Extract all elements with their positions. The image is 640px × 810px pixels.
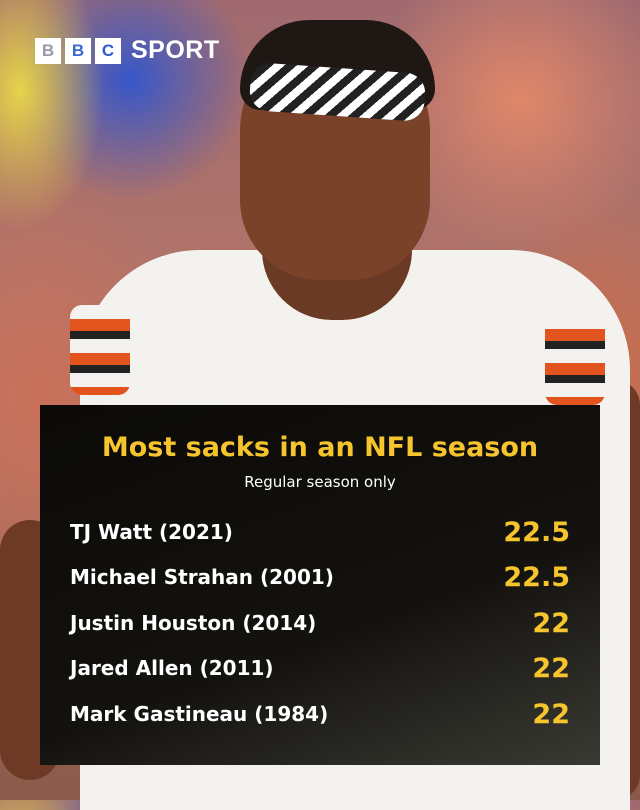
sacks-value: 22.5 — [503, 561, 570, 593]
sacks-value: 22.5 — [503, 516, 570, 548]
jersey-sleeve-stripes — [70, 305, 130, 395]
table-row: Jared Allen (2011) 22 — [70, 648, 570, 688]
panel-title: Most sacks in an NFL season — [101, 432, 539, 463]
logo-letter: C — [95, 37, 121, 64]
panel-subtitle: Regular season only — [244, 473, 396, 491]
table-row: Michael Strahan (2001) 22.5 — [70, 557, 570, 597]
logo-sport: SPORT — [131, 36, 220, 64]
player-name: Michael Strahan (2001) — [70, 565, 334, 589]
sacks-value: 22 — [532, 698, 570, 730]
player-name: Mark Gastineau (1984) — [70, 702, 329, 726]
sacks-value: 22 — [532, 607, 570, 639]
player-name: Jared Allen (2011) — [70, 656, 274, 680]
table-row: Mark Gastineau (1984) 22 — [70, 694, 570, 734]
player-name: TJ Watt (2021) — [70, 520, 233, 544]
jersey-sleeve-stripes — [545, 315, 605, 405]
stats-panel: Most sacks in an NFL season Regular seas… — [40, 405, 600, 765]
table-row: TJ Watt (2021) 22.5 — [70, 512, 570, 552]
sacks-value: 22 — [532, 652, 570, 684]
logo-letter: B — [35, 37, 61, 64]
bbc-sport-logo: B B C SPORT — [35, 36, 220, 65]
table-row: Justin Houston (2014) 22 — [70, 603, 570, 643]
logo-letter: B — [65, 37, 91, 64]
player-name: Justin Houston (2014) — [70, 611, 317, 635]
